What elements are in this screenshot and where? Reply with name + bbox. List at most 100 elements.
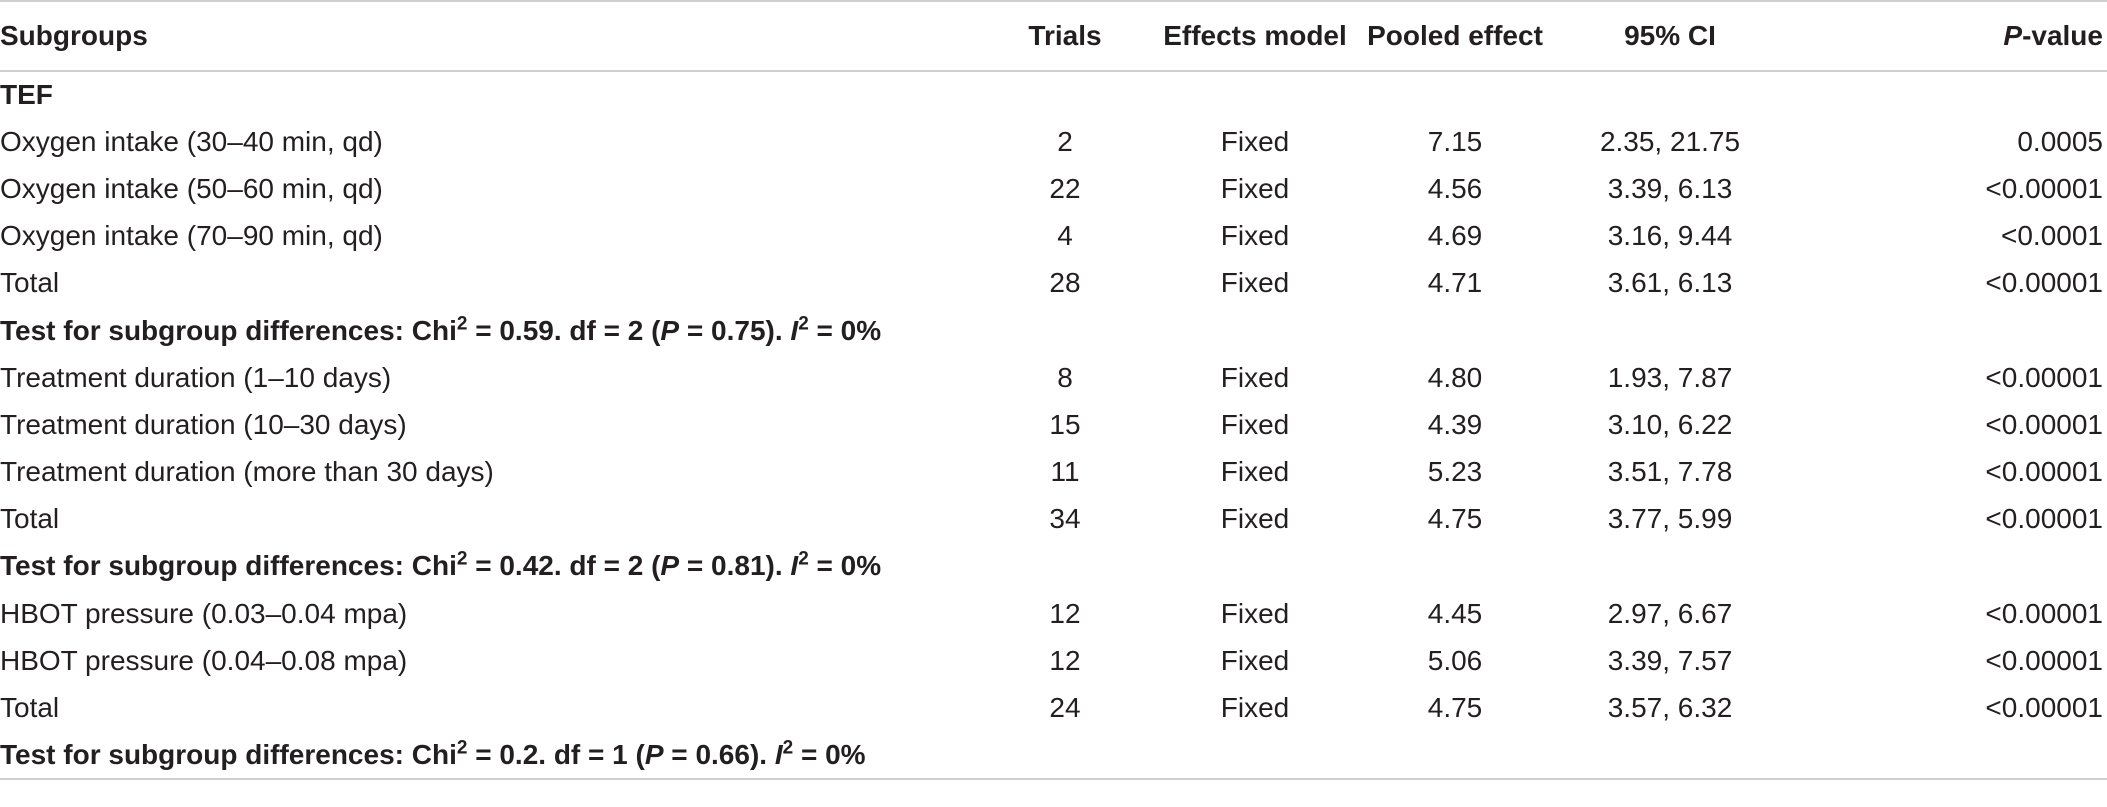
test-p-value: = 0.66). [663, 738, 775, 770]
pooled-effect-cell: 5.23 [1427, 456, 1483, 488]
test-i-exponent: 2 [782, 737, 794, 759]
effects-model-cell: Fixed [1220, 408, 1290, 440]
table-row: Oxygen intake (30–40 min, qd) 2 Fixed 7.15 2… [0, 118, 2107, 165]
test-end: = 0% [808, 314, 882, 346]
effects-model-cell: Fixed [1220, 172, 1290, 204]
header-effects-model: Effects model [1160, 0, 1350, 72]
p-value-cell: <0.00001 [1985, 456, 2103, 488]
trials-cell: 34 [1049, 503, 1081, 535]
ci-cell: 1.93, 7.87 [1607, 361, 1733, 393]
subgroup-label: Treatment duration (1–10 days) [0, 361, 392, 393]
subgroup-label: Treatment duration (more than 30 days) [0, 456, 494, 488]
p-value-cell: <0.00001 [1985, 644, 2103, 676]
test-p-value: = 0.75). [679, 314, 791, 346]
header-subgroups: Subgroups [0, 0, 970, 72]
header-p-letter: P [2003, 20, 2023, 51]
subgroup-label: HBOT pressure (0.04–0.08 mpa) [0, 644, 408, 676]
p-value-cell: 0.0005 [2017, 125, 2103, 157]
subgroup-test-text: Test for subgroup differences: Chi 2 = 0.… [0, 732, 2107, 779]
effects-model-cell: Fixed [1220, 692, 1290, 724]
total-row: Total 24 Fixed 4.75 3.57, 6.32 <0.00001 [0, 684, 2107, 731]
ci-cell: 3.57, 6.32 [1607, 692, 1733, 724]
ci-cell: 3.51, 7.78 [1607, 456, 1733, 488]
test-prefix: Test for subgroup differences: Chi [0, 314, 457, 346]
header-ci: 95% CI [1560, 0, 1780, 72]
test-p-letter: P [660, 550, 680, 582]
table-row: HBOT pressure (0.03–0.04 mpa) 12 Fixed 4.45… [0, 590, 2107, 637]
subgroup-test-text: Test for subgroup differences: Chi 2 = 0.… [0, 307, 2107, 354]
pooled-effect-cell: 4.80 [1427, 361, 1483, 393]
p-value-cell: <0.00001 [1985, 597, 2103, 629]
subgroup-label: Total [0, 503, 60, 535]
pooled-effect-cell: 4.39 [1427, 408, 1483, 440]
ci-cell: 2.35, 21.75 [1599, 125, 1741, 157]
test-p-letter: P [644, 738, 664, 770]
test-p-value: = 0.81). [679, 550, 791, 582]
subgroup-label: Oxygen intake (70–90 min, qd) [0, 220, 383, 252]
pooled-effect-cell: 4.71 [1427, 267, 1483, 299]
p-value-cell: <0.00001 [1985, 503, 2103, 535]
test-mid: = 0.42. df = 2 ( [467, 550, 661, 582]
trials-cell: 4 [1057, 220, 1073, 252]
pooled-effect-cell: 4.56 [1427, 172, 1483, 204]
effects-model-cell: Fixed [1220, 503, 1290, 535]
test-chi-exponent: 2 [456, 549, 468, 571]
ci-cell: 3.16, 9.44 [1607, 220, 1733, 252]
effects-model-cell: Fixed [1220, 644, 1290, 676]
header-p-rest: -value [2022, 20, 2103, 51]
ci-cell: 3.39, 7.57 [1607, 644, 1733, 676]
subgroup-test-text: Test for subgroup differences: Chi2 = 0.… [0, 543, 2107, 590]
p-value-cell: <0.00001 [1985, 361, 2103, 393]
section-row: TEF [0, 71, 2107, 118]
effects-model-cell: Fixed [1220, 456, 1290, 488]
test-prefix: Test for subgroup differences: Chi [0, 738, 457, 770]
table-row: Treatment duration (more than 30 days) 11… [0, 449, 2107, 496]
table-body: TEF Oxygen intake (30–40 min, qd) 2 Fixed 7… [0, 71, 2107, 779]
total-row: Total 28 Fixed 4.71 3.61, 6.13 <0.00001 [0, 260, 2107, 307]
effects-model-cell: Fixed [1220, 267, 1290, 299]
trials-cell: 2 [1057, 125, 1073, 157]
trials-cell: 12 [1049, 597, 1081, 629]
table-row: HBOT pressure (0.04–0.08 mpa) 12 Fixed 5.06… [0, 637, 2107, 684]
table-row: Oxygen intake (70–90 min, qd) 4 Fixed 4.69 3… [0, 213, 2107, 260]
header-pooled-effect: Pooled effect [1350, 0, 1560, 72]
test-i-letter: I [790, 314, 799, 346]
trials-cell: 12 [1049, 644, 1081, 676]
table-row: Treatment duration (10–30 days) 15 Fixed 4.… [0, 401, 2107, 448]
header-p-value: P-value [1780, 0, 2107, 72]
subgroup-label: Oxygen intake (30–40 min, qd) [0, 125, 383, 157]
p-value-cell: <0.00001 [1985, 692, 2103, 724]
p-value-cell: <0.00001 [1985, 408, 2103, 440]
trials-cell: 24 [1049, 692, 1081, 724]
trials-cell: 22 [1049, 172, 1081, 204]
effects-model-cell: Fixed [1220, 597, 1290, 629]
trials-cell: 28 [1049, 267, 1081, 299]
section-title: TEF [0, 79, 53, 111]
trials-cell: 11 [1050, 456, 1080, 488]
test-mid: = 0.59. df = 2 ( [467, 314, 661, 346]
test-i-exponent: 2 [798, 549, 809, 571]
effects-model-cell: Fixed [1220, 361, 1290, 393]
subgroup-label: Total [0, 267, 60, 299]
ci-cell: 3.10, 6.22 [1607, 408, 1733, 440]
pooled-effect-cell: 4.69 [1427, 220, 1483, 252]
subgroup-test-row: Test for subgroup differences: Chi 2 = 0.… [0, 307, 2107, 354]
subgroup-test-row: Test for subgroup differences: Chi 2 = 0.… [0, 732, 2107, 779]
header-trials: Trials [970, 0, 1160, 72]
pooled-effect-cell: 4.75 [1427, 503, 1483, 535]
subgroup-label: Oxygen intake (50–60 min, qd) [0, 172, 383, 204]
subgroup-label: HBOT pressure (0.03–0.04 mpa) [0, 597, 408, 629]
table-row: Treatment duration (1–10 days) 8 Fixed 4.80… [0, 354, 2107, 401]
test-i-letter: I [774, 738, 783, 770]
pooled-effect-cell: 7.15 [1427, 125, 1483, 157]
table-header: Subgroups Trials Effects model Pooled ef… [0, 0, 2107, 72]
subgroup-label: Total [0, 692, 60, 724]
test-end: = 0% [793, 738, 866, 770]
test-mid: = 0.2. df = 1 ( [467, 738, 645, 770]
subgroup-analysis-table: Subgroups Trials Effects model Pooled ef… [0, 0, 2107, 779]
ci-cell: 3.61, 6.13 [1607, 267, 1733, 299]
test-i-exponent: 2 [798, 313, 809, 335]
trials-cell: 8 [1057, 361, 1073, 393]
p-value-cell: <0.0001 [2001, 220, 2103, 252]
